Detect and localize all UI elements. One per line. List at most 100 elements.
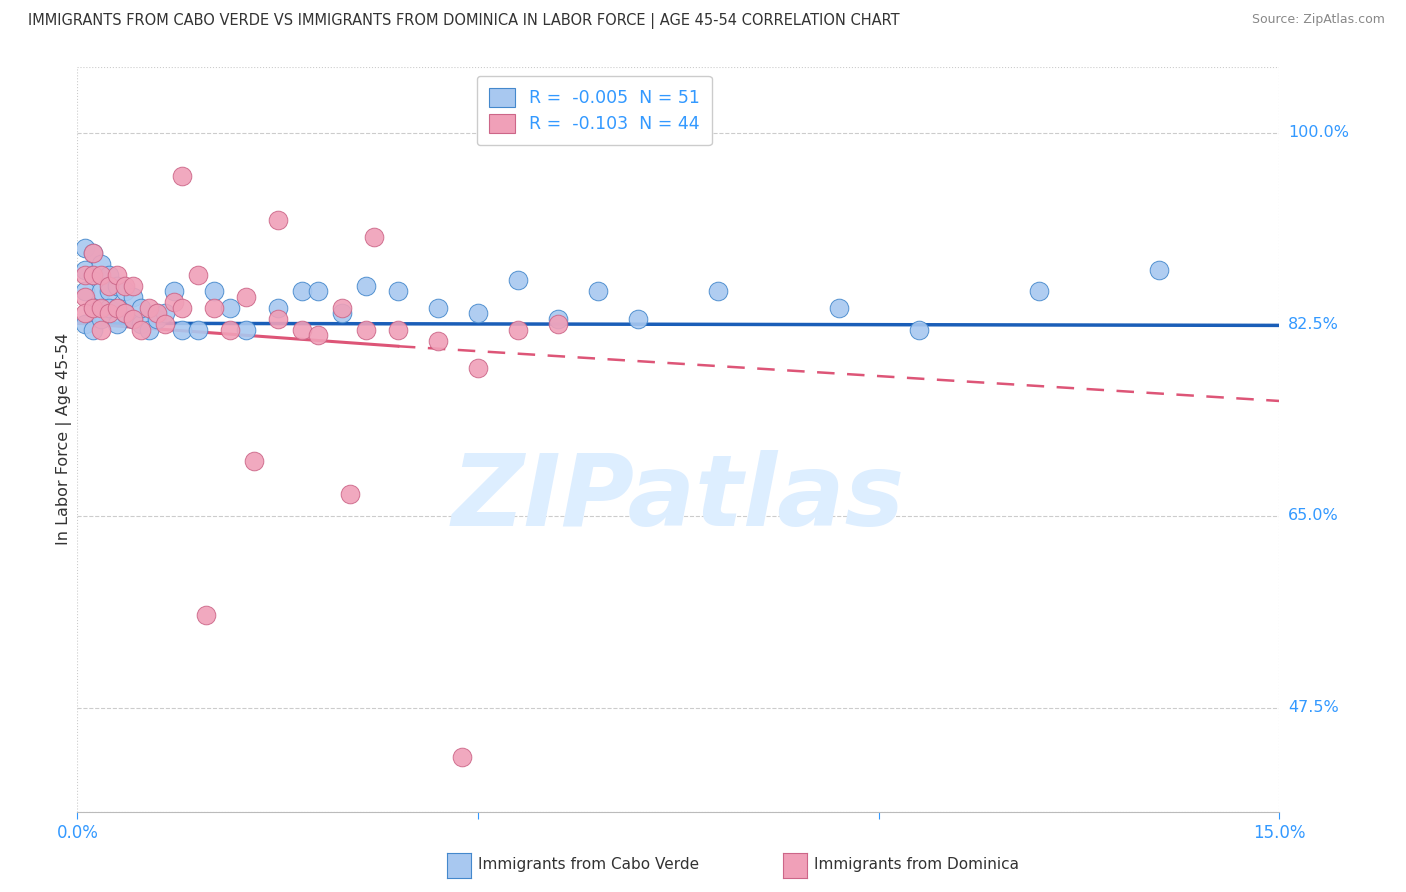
Point [908, 323, 931, 337]
Point [75, 306, 97, 320]
Point [114, 306, 136, 320]
Point [131, 318, 153, 332]
Legend: R =  -0.005  N = 51, R =  -0.103  N = 44: R = -0.005 N = 51, R = -0.103 N = 44 [477, 76, 711, 145]
Point [186, 323, 209, 337]
Point [98, 268, 121, 282]
Point [98, 306, 121, 320]
Point [202, 301, 225, 315]
Text: Immigrants from Cabo Verde: Immigrants from Cabo Verde [478, 857, 699, 872]
Point [90, 285, 112, 299]
Point [146, 306, 169, 320]
Point [267, 301, 290, 315]
Point [107, 268, 129, 282]
Point [170, 323, 193, 337]
Point [114, 285, 136, 299]
Point [467, 306, 489, 320]
Point [90, 301, 112, 315]
Point [122, 279, 145, 293]
Point [75, 318, 97, 332]
Point [138, 301, 160, 315]
Point [146, 306, 169, 320]
Point [242, 454, 264, 468]
Point [202, 285, 225, 299]
Point [186, 268, 209, 282]
Point [508, 323, 530, 337]
Point [155, 306, 177, 320]
Point [627, 311, 650, 326]
Point [138, 323, 160, 337]
Point [828, 301, 851, 315]
Point [90, 306, 112, 320]
Point [170, 169, 193, 184]
Point [291, 285, 314, 299]
Text: Immigrants from Dominica: Immigrants from Dominica [814, 857, 1019, 872]
Point [82, 323, 104, 337]
Point [162, 285, 184, 299]
Point [467, 361, 489, 376]
Point [122, 311, 145, 326]
Point [707, 285, 730, 299]
Y-axis label: In Labor Force | Age 45-54: In Labor Force | Age 45-54 [56, 334, 72, 545]
Point [508, 273, 530, 287]
Point [82, 301, 104, 315]
Point [82, 301, 104, 315]
Text: IMMIGRANTS FROM CABO VERDE VS IMMIGRANTS FROM DOMINICA IN LABOR FORCE | AGE 45-5: IMMIGRANTS FROM CABO VERDE VS IMMIGRANTS… [28, 13, 900, 29]
Point [122, 311, 145, 326]
Point [82, 246, 104, 260]
Point [98, 285, 121, 299]
Point [267, 213, 290, 227]
Point [131, 323, 153, 337]
Point [75, 262, 97, 277]
Text: 47.5%: 47.5% [1288, 700, 1339, 715]
Point [107, 301, 129, 315]
Point [82, 268, 104, 282]
Point [218, 301, 240, 315]
Point [235, 290, 257, 304]
Text: Source: ZipAtlas.com: Source: ZipAtlas.com [1251, 13, 1385, 27]
Text: 82.5%: 82.5% [1288, 317, 1339, 332]
Point [90, 323, 112, 337]
Point [98, 279, 121, 293]
Point [291, 323, 314, 337]
Point [427, 301, 450, 315]
Point [547, 318, 569, 332]
Point [235, 323, 257, 337]
Point [1149, 262, 1171, 277]
Point [75, 285, 97, 299]
Point [107, 318, 129, 332]
Point [307, 328, 329, 343]
Point [90, 311, 112, 326]
Point [114, 279, 136, 293]
Point [547, 311, 569, 326]
Point [267, 311, 290, 326]
Point [122, 290, 145, 304]
Point [339, 487, 361, 501]
Point [330, 301, 353, 315]
Point [75, 268, 97, 282]
Point [588, 285, 610, 299]
Point [155, 318, 177, 332]
Point [1028, 285, 1050, 299]
Point [354, 279, 377, 293]
Text: ZIPatlas: ZIPatlas [451, 450, 905, 548]
Point [107, 301, 129, 315]
Point [82, 268, 104, 282]
Point [194, 607, 217, 622]
Point [114, 306, 136, 320]
Text: 65.0%: 65.0% [1288, 508, 1339, 524]
Point [146, 311, 169, 326]
Point [90, 257, 112, 271]
Point [218, 323, 240, 337]
Point [75, 241, 97, 255]
Point [90, 268, 112, 282]
Point [387, 323, 409, 337]
Point [387, 285, 409, 299]
Point [451, 750, 474, 764]
Point [363, 229, 385, 244]
Point [82, 246, 104, 260]
Point [75, 290, 97, 304]
Point [307, 285, 329, 299]
Point [131, 301, 153, 315]
Point [162, 295, 184, 310]
Point [330, 306, 353, 320]
